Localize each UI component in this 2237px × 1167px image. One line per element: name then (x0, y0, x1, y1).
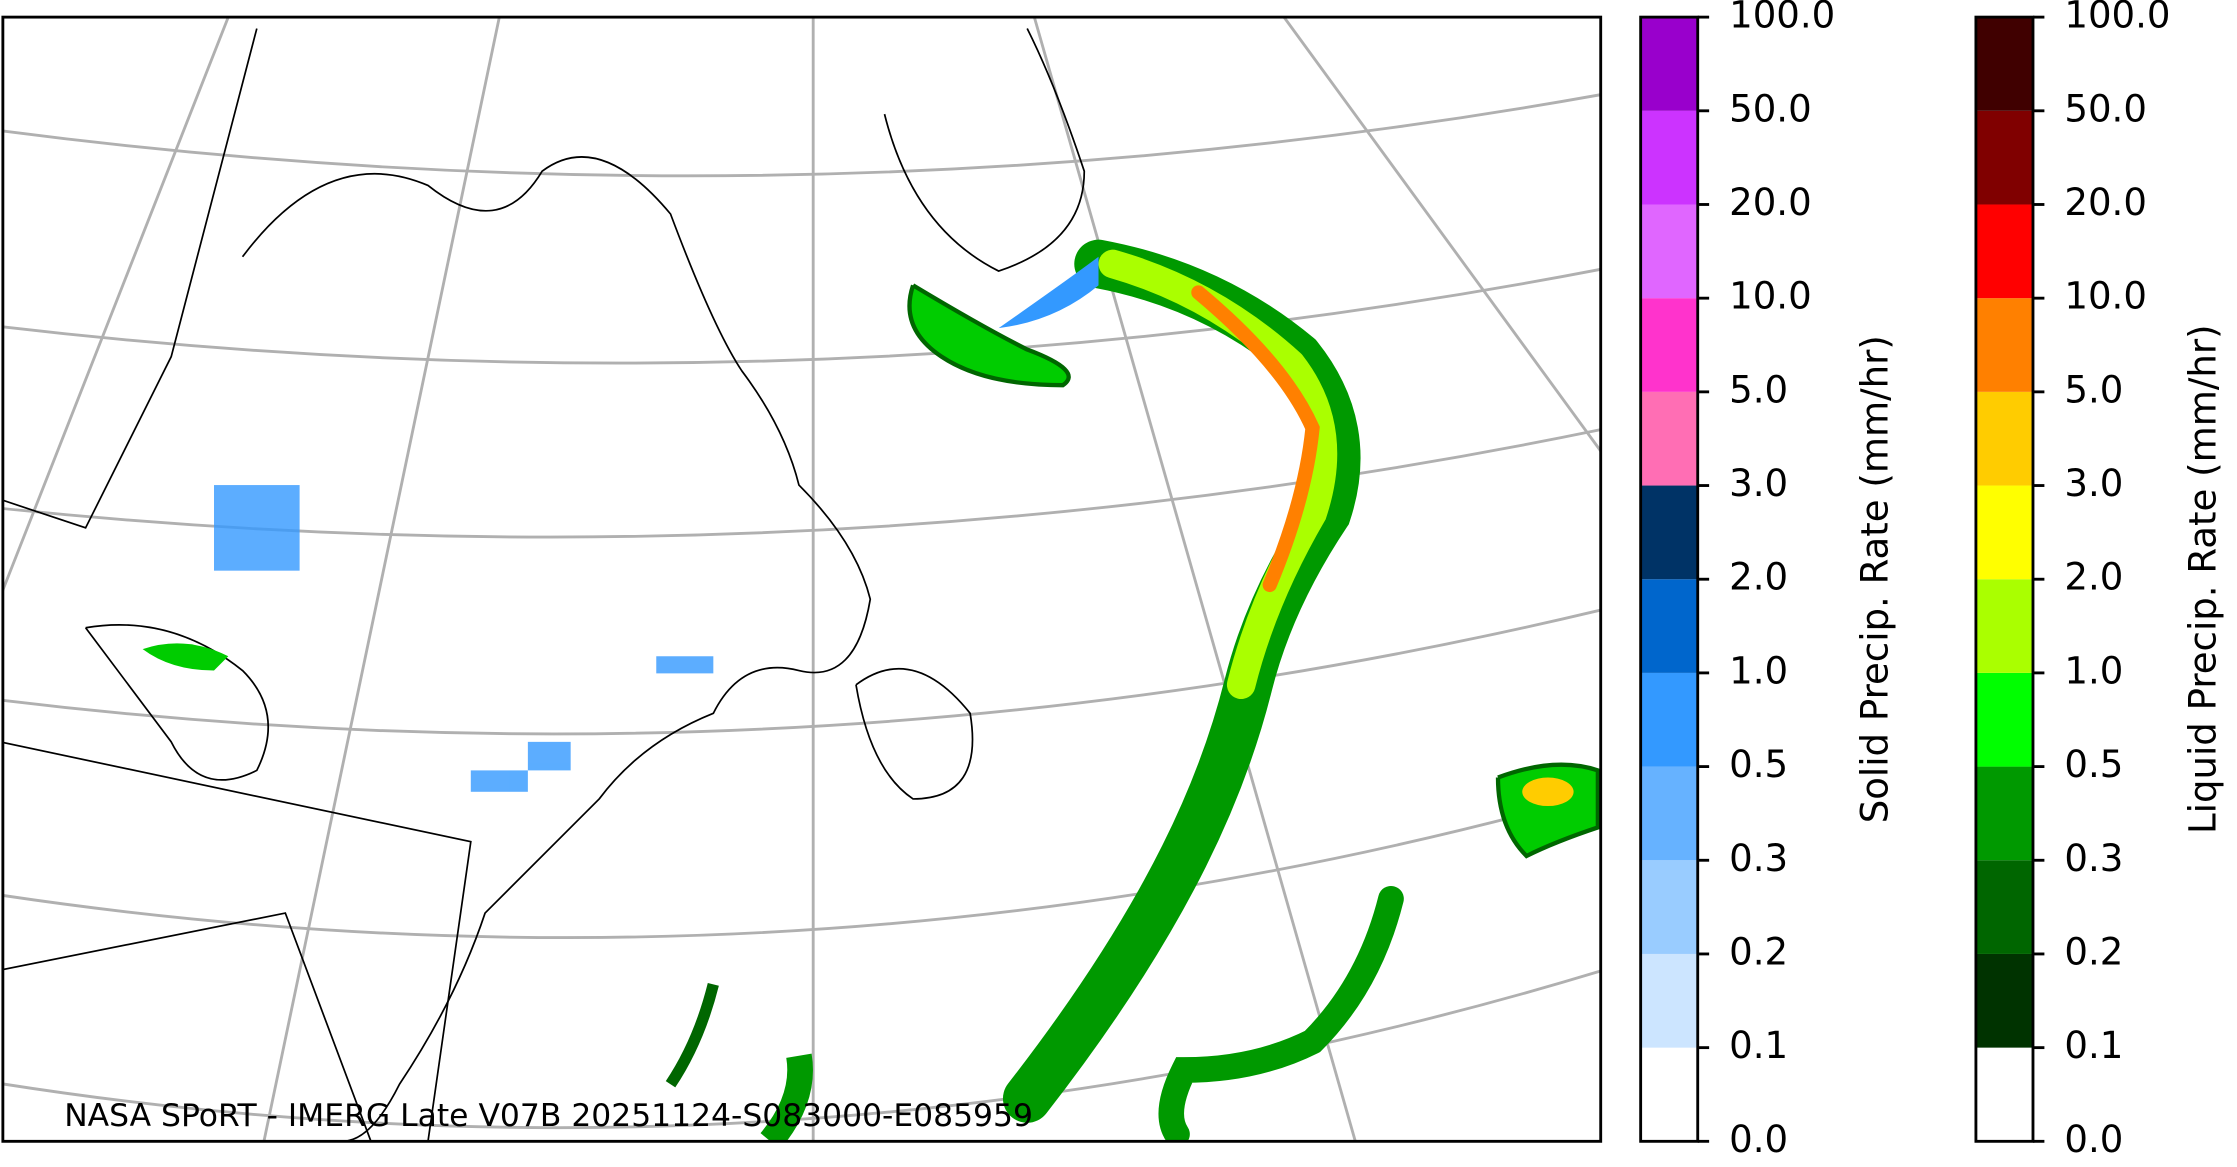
coastlines (2, 28, 1086, 1142)
map: NASA SPoRT - IMERG Late V07B 20251124-S0… (2, 17, 1601, 1142)
colorbar-label: Liquid Precip. Rate (mm/hr) (2182, 324, 2225, 834)
colorbar-tick-label: 5.0 (1729, 368, 1788, 411)
colorbar-segment (1640, 485, 1698, 580)
colorbar-segment (1640, 391, 1698, 486)
colorbar-segment (1640, 672, 1698, 767)
colorbar-segment (1640, 1047, 1698, 1142)
caption: NASA SPoRT - IMERG Late V07B 20251124-S0… (64, 1098, 1033, 1134)
colorbar-segment (1975, 298, 2033, 392)
colorbar-tick-label: 0.1 (1729, 1024, 1788, 1067)
colorbar-tick-label: 10.0 (2064, 275, 2147, 318)
colorbar-tick-label: 0.0 (2064, 1118, 2123, 1161)
colorbar-tick-label: 3.0 (1729, 462, 1788, 505)
colorbar-label: Solid Precip. Rate (mm/hr) (1853, 335, 1896, 823)
colorbar-tick-label: 50.0 (2064, 87, 2147, 130)
colorbar-segment (1975, 672, 2033, 767)
colorbar-segment (1640, 953, 1698, 1048)
colorbar-tick-label: 20.0 (2064, 181, 2147, 224)
colorbar-tick-label: 2.0 (1729, 556, 1788, 599)
colorbar-tick-label: 0.2 (2064, 930, 2123, 973)
map-frame (1, 15, 1603, 1143)
colorbar-segment (1975, 204, 2033, 299)
colorbar-tick-label: 5.0 (2064, 368, 2123, 411)
colorbars: 0.0 0.1 0.2 0.3 0.5 1.0 2.0 3.0 5.0 10.0 20.0 50.0 1… (1639, 0, 2225, 1161)
colorbar-tick-label: 10.0 (1729, 275, 1812, 318)
colorbar-segment (1640, 298, 1698, 392)
colorbar-segment (1975, 1047, 2033, 1142)
colorbar-segment (1640, 579, 1698, 673)
colorbar-tick-label: 100.0 (2064, 0, 2170, 37)
colorbar-tick-label: 1.0 (1729, 649, 1788, 692)
colorbar-segment (1640, 17, 1698, 111)
colorbar-segment (1975, 485, 2033, 580)
colorbar-tick-label: 0.2 (1729, 930, 1788, 973)
colorbar-segment (1975, 953, 2033, 1048)
colorbar-segment (1975, 17, 2033, 111)
colorbar-segment (1640, 766, 1698, 861)
colorbar-segment (1640, 110, 1698, 205)
colorbar-segment (1640, 204, 1698, 299)
colorbar-tick-label: 20.0 (1729, 181, 1812, 224)
colorbar-segment (1975, 391, 2033, 486)
colorbar-segment (1975, 110, 2033, 205)
colorbar-segment (1975, 579, 2033, 673)
colorbar-tick-label: 0.0 (1729, 1118, 1788, 1161)
colorbar-tick-label: 0.3 (2064, 837, 2123, 880)
colorbar-tick-label: 50.0 (1729, 87, 1812, 130)
colorbar-segment (1640, 860, 1698, 954)
precipitation (142, 239, 1600, 1142)
colorbar-tick-label: 0.5 (1729, 743, 1788, 786)
colorbar-tick-label: 0.3 (1729, 837, 1788, 880)
colorbar-tick-label: 2.0 (2064, 556, 2123, 599)
colorbar-segment (1975, 860, 2033, 954)
colorbar-tick-label: 1.0 (2064, 649, 2123, 692)
colorbar-segment (1975, 766, 2033, 861)
colorbar-tick-label: 0.1 (2064, 1024, 2123, 1067)
colorbar-tick-label: 0.5 (2064, 743, 2123, 786)
colorbar-tick-label: 3.0 (2064, 462, 2123, 505)
colorbar-tick-label: 100.0 (1729, 0, 1835, 37)
